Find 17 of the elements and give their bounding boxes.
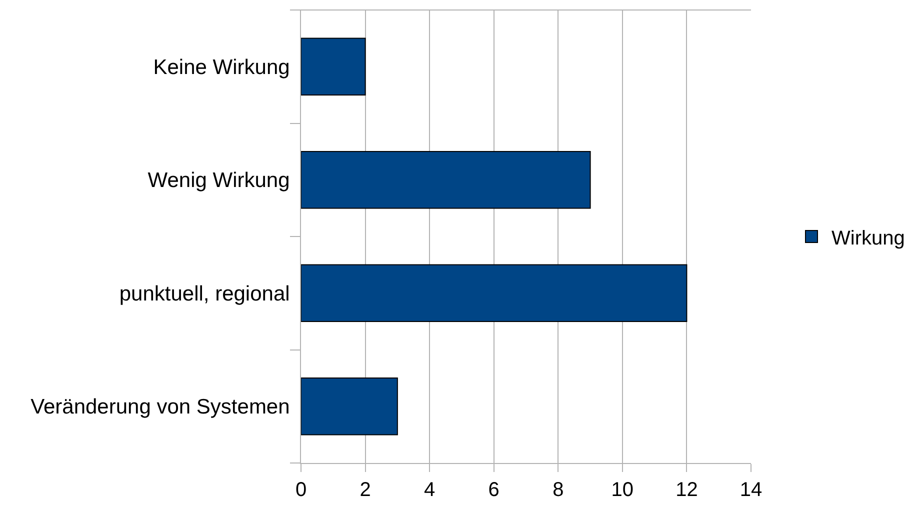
legend-label: Wirkung bbox=[832, 227, 905, 250]
bar bbox=[301, 378, 398, 436]
x-tick-label: 4 bbox=[424, 479, 436, 501]
bar bbox=[301, 151, 591, 209]
x-tick-label: 8 bbox=[552, 479, 564, 501]
bar bbox=[301, 264, 688, 322]
y-tick-label: Veränderung von Systemen bbox=[30, 396, 290, 419]
y-tick-label: punktuell, regional bbox=[119, 282, 290, 306]
y-tick-label: Keine Wirkung bbox=[153, 56, 290, 79]
x-tick-label: 2 bbox=[360, 479, 371, 501]
x-tick-label: 14 bbox=[740, 479, 762, 501]
x-tick-label: 6 bbox=[488, 479, 500, 501]
x-tick-label: 12 bbox=[676, 479, 698, 501]
x-tick-label: 10 bbox=[611, 479, 634, 501]
x-tick-label: 0 bbox=[295, 479, 307, 501]
y-tick-label: Wenig Wirkung bbox=[148, 169, 290, 192]
bar bbox=[301, 38, 366, 96]
